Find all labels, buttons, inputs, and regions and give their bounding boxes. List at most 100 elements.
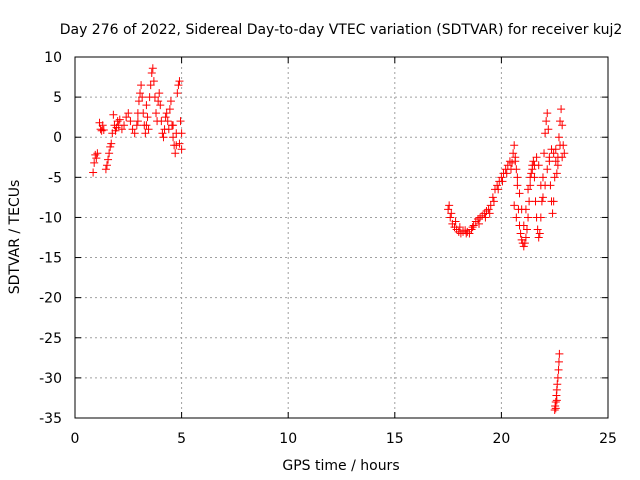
- data-point: [547, 145, 556, 154]
- data-point: [171, 149, 180, 158]
- data-point: [177, 145, 186, 154]
- data-point: [148, 64, 157, 73]
- data-point: [124, 109, 133, 118]
- data-point: [107, 139, 116, 148]
- data-point: [558, 153, 567, 162]
- data-point: [554, 357, 563, 366]
- data-point: [152, 109, 161, 118]
- data-point: [98, 121, 107, 130]
- data-point: [497, 173, 506, 182]
- y-tick-label: 5: [53, 90, 62, 106]
- data-point: [146, 81, 155, 90]
- data-point: [506, 165, 515, 174]
- data-point: [556, 117, 565, 126]
- data-point: [475, 219, 484, 228]
- data-point: [481, 213, 490, 222]
- data-point: [109, 110, 118, 119]
- data-point: [549, 149, 558, 158]
- data-point: [150, 93, 159, 102]
- data-point: [154, 97, 163, 106]
- data-point: [524, 185, 533, 194]
- data-point: [532, 153, 541, 162]
- data-point: [96, 125, 105, 134]
- data-point: [519, 242, 528, 251]
- series-group: [444, 105, 569, 251]
- data-point: [530, 161, 539, 170]
- data-point: [544, 125, 553, 134]
- data-point: [537, 197, 546, 206]
- data-point: [176, 117, 185, 126]
- data-point: [552, 396, 561, 405]
- data-point: [155, 89, 164, 98]
- data-point: [90, 158, 99, 167]
- data-point: [92, 154, 101, 163]
- data-point: [498, 177, 507, 186]
- data-point: [134, 97, 143, 106]
- data-point: [130, 129, 139, 138]
- data-point: [461, 226, 470, 235]
- data-point: [538, 173, 547, 182]
- data-point: [115, 115, 124, 124]
- data-point: [517, 205, 526, 214]
- data-point: [521, 233, 530, 242]
- data-point: [493, 181, 502, 190]
- data-point: [161, 113, 170, 122]
- data-point: [126, 117, 135, 126]
- data-point: [93, 149, 102, 158]
- y-tick-label: 0: [53, 130, 62, 146]
- data-point: [510, 141, 519, 150]
- data-point: [132, 121, 141, 130]
- x-tick-label: 25: [599, 431, 617, 447]
- data-point: [128, 125, 137, 134]
- data-point: [502, 169, 511, 178]
- y-tick-label: -20: [39, 291, 62, 307]
- y-tick-label: -10: [39, 210, 62, 226]
- data-point: [535, 229, 544, 238]
- data-point: [451, 217, 460, 226]
- chart-title: Day 276 of 2022, Sidereal Day-to-day VTE…: [60, 22, 623, 38]
- data-point: [542, 117, 551, 126]
- data-points: [89, 64, 569, 414]
- data-point: [144, 125, 153, 134]
- data-point: [162, 109, 171, 118]
- data-point: [174, 81, 183, 90]
- data-point: [147, 69, 156, 78]
- data-point: [469, 221, 478, 230]
- data-point: [89, 168, 98, 177]
- y-tick-label: -30: [39, 371, 62, 387]
- data-point: [455, 223, 464, 232]
- data-point: [113, 117, 122, 126]
- data-point: [163, 117, 172, 126]
- data-point: [512, 213, 521, 222]
- data-point: [555, 349, 564, 358]
- data-point: [560, 149, 569, 158]
- y-tick-label: -5: [48, 170, 62, 186]
- x-tick-label: 15: [386, 431, 404, 447]
- data-point: [172, 141, 181, 150]
- y-axis-label: SDTVAR / TECUs: [7, 180, 23, 295]
- grid: [75, 57, 608, 418]
- data-point: [111, 126, 120, 135]
- x-tick-label: 5: [177, 431, 186, 447]
- data-point: [120, 121, 129, 130]
- data-point: [553, 161, 562, 170]
- data-point: [104, 155, 113, 164]
- y-tick-label: -25: [39, 331, 62, 347]
- y-tick-label: 10: [44, 50, 62, 66]
- series-group: [550, 349, 564, 414]
- data-point: [509, 149, 518, 158]
- data-point: [545, 153, 554, 162]
- x-tick-label: 20: [492, 431, 510, 447]
- data-point: [175, 139, 184, 148]
- data-point: [105, 149, 114, 158]
- data-point: [97, 126, 106, 135]
- series-group: [89, 64, 186, 177]
- data-point: [169, 121, 178, 130]
- data-point: [550, 173, 559, 182]
- data-point: [137, 81, 146, 90]
- data-point: [158, 129, 167, 138]
- data-point: [173, 89, 182, 98]
- data-point: [488, 193, 497, 202]
- data-point: [543, 109, 552, 118]
- data-point: [159, 133, 168, 142]
